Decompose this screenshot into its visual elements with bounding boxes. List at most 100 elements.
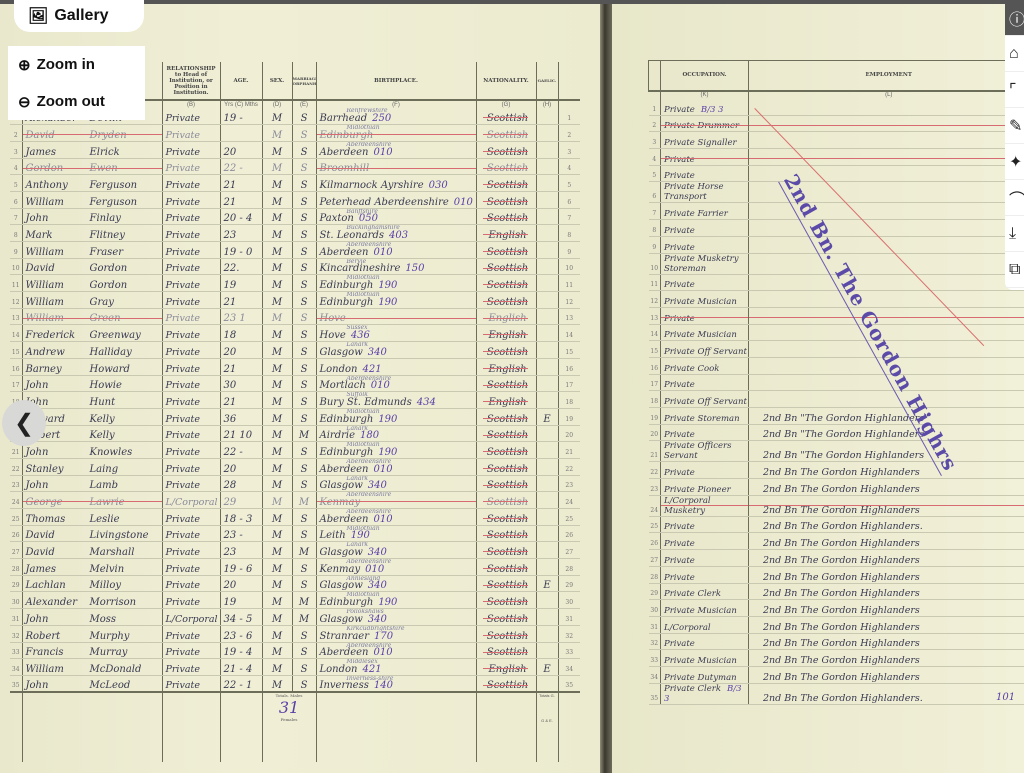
employment-text: 2nd Bn The Gordon Highlanders.	[763, 521, 923, 533]
birthplace: Suffolk Bury St. Edmunds 434	[316, 391, 477, 409]
totals-females-label: Females	[280, 717, 298, 723]
employment: 2nd Bn The Gordon Highlanders	[748, 599, 1024, 617]
row-number: 2	[10, 124, 23, 142]
row-number: 14	[648, 324, 661, 342]
occupation-text: Private	[664, 468, 695, 479]
occupation-text: Private Musician	[664, 296, 737, 307]
birth-county: Kirkcudbrightshire	[346, 625, 405, 632]
birth-county: Aberdeenshire	[346, 558, 392, 566]
birth-code: 010	[373, 463, 393, 475]
strike-line	[749, 504, 1024, 506]
download-button[interactable]: ⤓	[1005, 216, 1024, 252]
enhance-button[interactable]: ✦	[1005, 144, 1024, 180]
nationality-text: Scottish	[486, 463, 529, 475]
birth-code: 180	[360, 430, 380, 442]
age: 21	[220, 174, 263, 192]
census-row: 22 Stanley Laing Private 20 M S Aberdeenshire Ab…	[10, 458, 580, 476]
info-button[interactable]: ⓘ	[1005, 0, 1024, 36]
occupation: Private	[660, 274, 749, 292]
row-number: 4	[10, 158, 23, 176]
nationality-text: Scottish	[486, 129, 529, 141]
row-number-right: 1	[558, 108, 580, 126]
age: 34 - 5	[220, 608, 263, 626]
age: 23 -	[220, 525, 263, 543]
scan-button[interactable]: ⌜	[1005, 72, 1024, 108]
gaelic	[536, 308, 559, 326]
sex: M	[262, 224, 293, 242]
last-name: Ewen	[89, 163, 118, 175]
tag-button[interactable]: ⌂	[1005, 36, 1024, 72]
occupation-text: L/Corporal Musketry	[664, 495, 711, 516]
row-number-right: 31	[558, 608, 580, 626]
nationality: English	[476, 324, 537, 343]
occupation-text: Private Horse Transport	[664, 182, 724, 203]
tag-icon: ⌂	[1009, 44, 1019, 62]
employment-text: 2nd Bn The Gordon Highlanders	[763, 504, 920, 516]
age: 18	[220, 324, 263, 343]
gaelic	[536, 258, 559, 276]
employment-text: 2nd Bn The Gordon Highlanders	[763, 671, 920, 683]
age: 19 -	[220, 108, 263, 126]
strike-line	[316, 134, 475, 136]
relationship: Private	[162, 375, 221, 393]
birth-town: Edinburgh	[319, 296, 374, 308]
relationship: Private	[162, 541, 221, 560]
first-name: David	[25, 263, 55, 275]
nationality-strike	[482, 301, 528, 303]
age: 19 - 0	[220, 241, 263, 259]
edit-button[interactable]: ✎	[1005, 108, 1024, 144]
gaelic: E	[536, 658, 559, 676]
employment-text: 2nd Bn The Gordon Highlanders	[763, 538, 920, 550]
nationality-text: Scottish	[486, 196, 529, 208]
birth-town: Mortlach	[319, 380, 366, 392]
employment	[748, 115, 1024, 133]
birth-county: Midlothian	[346, 124, 380, 132]
gaelic	[536, 508, 559, 526]
marital-condition: S	[292, 391, 317, 409]
census-row: 15 Andrew Halliday Private 20 M S Lanark Glasgow…	[10, 341, 580, 359]
sex: M	[262, 642, 293, 660]
totals-males-label: Totals. Males	[275, 693, 303, 699]
zoom-out-button[interactable]: ⊖ Zoom out	[8, 83, 145, 120]
gallery-button[interactable]: 🖼 Gallery	[14, 0, 144, 32]
occupation: Private	[660, 307, 749, 325]
birthplace: Bervie Kincardineshire 150	[316, 258, 477, 276]
birth-county: Renfrewshire	[346, 108, 388, 114]
sex: M	[262, 191, 293, 209]
birth-town: Glasgow	[319, 613, 363, 625]
birth-county: Sussex	[346, 324, 368, 332]
marital-condition: S	[292, 291, 317, 309]
zoom-in-button[interactable]: ⊕ Zoom in	[8, 46, 145, 83]
person-name: David Livingstone	[22, 525, 163, 543]
birth-code: 050	[358, 213, 378, 225]
previous-image-button[interactable]: ❮	[2, 400, 46, 446]
row-number: 34	[648, 666, 661, 684]
last-name: Kelly	[89, 430, 115, 442]
gaelic	[536, 358, 559, 376]
gallery-icon: 🖼	[28, 8, 49, 25]
sex: M	[262, 491, 293, 509]
strike-line	[22, 167, 161, 169]
occupation: Private	[660, 566, 749, 584]
nationality-text: Scottish	[486, 179, 529, 191]
relationship: Private	[162, 224, 221, 242]
row-number: 15	[10, 341, 23, 359]
marital-condition: S	[292, 375, 317, 393]
birth-town: Edinburgh	[319, 280, 374, 292]
occupation: Private	[660, 165, 749, 183]
census-row: 31 John Moss L/Corporal 34 - 5 M M Pollokshaws G…	[10, 608, 580, 626]
row-number-right: 4	[558, 158, 580, 176]
strike-line	[749, 158, 1024, 160]
birthplace: Midlothian Edinburgh 190	[316, 441, 477, 459]
gallery-label: Gallery	[54, 7, 109, 24]
row-number: 11	[10, 274, 23, 293]
copy-button[interactable]: ⧉	[1005, 252, 1024, 288]
header-marriage: MARRIAGE ORPHANHOOD	[292, 62, 317, 101]
crop-button[interactable]: ⌒	[1005, 180, 1024, 216]
birthplace: Lanark Airdrie 180	[316, 425, 477, 443]
employment	[748, 165, 1024, 183]
marital-condition: S	[292, 324, 317, 343]
copy-icon: ⧉	[1009, 260, 1021, 278]
nationality-strike	[482, 150, 528, 152]
first-name: William	[25, 663, 64, 675]
